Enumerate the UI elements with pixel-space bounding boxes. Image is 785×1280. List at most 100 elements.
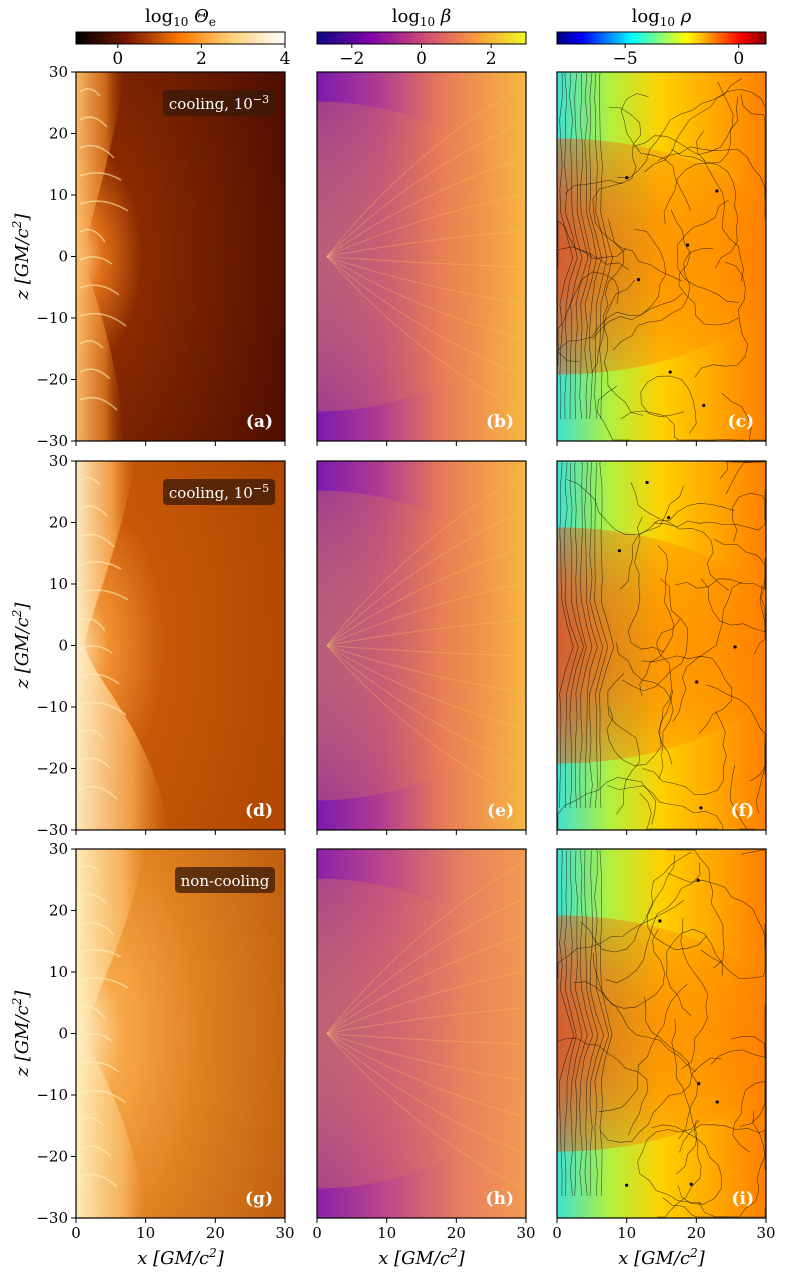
field-line	[599, 850, 613, 1197]
panel-label: (f)	[731, 801, 754, 821]
plasma-filament	[79, 505, 108, 517]
plasma-filament	[79, 757, 111, 769]
plasma-filament	[79, 88, 101, 97]
field-line	[627, 516, 665, 653]
field-line	[612, 248, 713, 351]
field-line	[732, 1080, 766, 1153]
disk-region	[557, 138, 766, 375]
condition-tag: cooling, 10−5	[163, 479, 275, 505]
field-line	[557, 1037, 649, 1135]
x-tick-label: 30	[756, 1224, 775, 1242]
x-tick-label: 20	[687, 1224, 706, 1242]
colorbar-tick-label: 2	[486, 49, 497, 69]
y-tick-label: 30	[49, 840, 68, 858]
field-line	[721, 392, 765, 441]
plasma-filament	[79, 1173, 118, 1188]
field-line	[559, 73, 574, 420]
y-tick-label: 20	[49, 902, 68, 920]
panel-label: (d)	[245, 801, 273, 821]
field-line	[657, 1119, 702, 1218]
panel-h: (h)	[316, 848, 527, 1223]
plasma-filament	[79, 477, 101, 486]
plasma-filament	[79, 396, 118, 411]
panel-image	[557, 461, 766, 830]
panel-label: (i)	[731, 1189, 754, 1209]
plasma-filament	[79, 617, 106, 632]
field-line	[671, 1018, 698, 1175]
field-line	[641, 655, 733, 734]
plasma-filament	[79, 921, 115, 936]
field-point	[695, 680, 699, 684]
field-line	[599, 1057, 723, 1143]
plasma-filament	[79, 312, 127, 327]
field-line	[666, 928, 724, 1017]
plasma-filament	[79, 645, 113, 654]
field-line	[620, 93, 691, 211]
field-line	[589, 850, 605, 1197]
x-tick-label: 30	[516, 1224, 535, 1242]
field-point	[636, 278, 641, 282]
field-point	[668, 370, 672, 374]
plasma-filament	[79, 561, 122, 570]
y-tick-label: −10	[36, 1086, 68, 1104]
beta-filament	[326, 899, 522, 1034]
plasma-filament	[79, 701, 127, 716]
beta-filament	[326, 971, 522, 1034]
field-line	[593, 953, 696, 1073]
field-line	[599, 73, 613, 420]
x-tick-label: 10	[136, 1224, 155, 1242]
field-line	[599, 462, 615, 809]
field-line	[740, 93, 766, 199]
panel-image	[317, 849, 526, 1218]
y-tick-label: 10	[49, 575, 68, 593]
field-line	[694, 261, 748, 378]
jet-region-lower	[76, 256, 125, 441]
plasma-filament	[79, 368, 111, 380]
x-axis-label: x [GM/c2]	[618, 1246, 706, 1269]
plasma-filament	[79, 228, 106, 243]
field-line	[574, 73, 589, 420]
beta-filament	[326, 1007, 522, 1034]
jet-region-lower	[76, 1033, 146, 1218]
colorbar-tick-label: −5	[613, 49, 638, 69]
y-tick-label: 0	[58, 637, 68, 655]
panel-f: (f)	[556, 460, 767, 835]
jet-region-upper	[76, 72, 125, 257]
panel-label: (h)	[486, 1189, 514, 1209]
plasma-filament	[79, 144, 115, 159]
field-point	[715, 1100, 719, 1104]
plasma-filament	[79, 729, 104, 738]
beta-filament	[326, 256, 522, 304]
plasma-filament	[79, 785, 118, 800]
panel-b: (b)	[316, 71, 527, 446]
field-line	[589, 73, 602, 420]
field-line	[675, 558, 766, 590]
y-tick-label: −20	[36, 371, 68, 389]
plasma-filament	[79, 256, 113, 265]
field-line	[557, 246, 627, 268]
field-line	[559, 462, 574, 809]
field-line	[589, 462, 603, 809]
condition-tag-text: cooling, 10−3	[169, 93, 269, 113]
beta-filament	[326, 194, 522, 257]
x-tick-label: 20	[447, 1224, 466, 1242]
y-tick-label: −30	[36, 821, 68, 839]
plasma-filament	[79, 1033, 113, 1042]
beta-filament	[326, 256, 522, 268]
beta-filament	[326, 1033, 522, 1189]
panel-frame	[316, 848, 527, 1219]
field-point	[685, 243, 690, 247]
field-line	[653, 489, 766, 531]
beta-filament	[326, 935, 522, 1034]
field-point	[625, 1183, 629, 1187]
panel-c: (c)	[556, 71, 767, 446]
field-line	[594, 73, 608, 420]
field-line	[656, 618, 681, 765]
field-line	[700, 578, 766, 633]
field-line	[676, 199, 740, 303]
field-line	[619, 502, 735, 590]
field-line	[672, 581, 743, 723]
field-line	[559, 850, 574, 1197]
panel-d: (d)	[71, 460, 286, 835]
field-point	[689, 1182, 693, 1186]
